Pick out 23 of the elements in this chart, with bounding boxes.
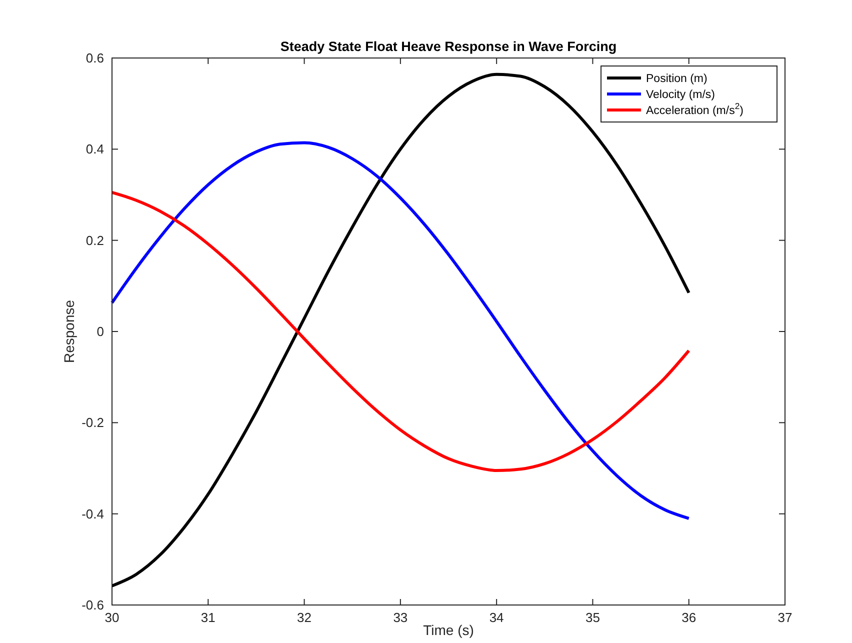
legend-label: Position (m) [646, 73, 708, 85]
y-tick-label: 0.4 [86, 142, 104, 157]
y-tick-label: -0.2 [82, 415, 104, 430]
x-tick-label: 30 [104, 610, 120, 625]
x-tick-label: 34 [489, 610, 504, 625]
y-tick-label: 0.2 [86, 232, 104, 248]
x-tick-label: 33 [393, 610, 408, 625]
x-tick-label: 36 [682, 610, 696, 625]
x-tick-label: 32 [297, 610, 312, 625]
y-tick-label: 0.6 [86, 50, 104, 66]
y-tick-label: -0.4 [82, 506, 104, 522]
y-axis-title: Response [61, 300, 77, 364]
y-tick-label: -0.6 [82, 598, 104, 612]
legend-label: Velocity (m/s) [646, 89, 716, 101]
x-tick-label: 35 [585, 610, 600, 625]
x-axis-title: Time (s) [423, 622, 474, 638]
legend-label: Acceleration (m/s$^{2}$) [646, 101, 744, 117]
line-series [110, 141, 690, 520]
x-tick-label: 31 [200, 610, 216, 625]
line-series [110, 190, 690, 472]
chart-title: Steady State Float Heave Response in Wave Forcing [280, 39, 617, 54]
y-tick-label: 0 [96, 324, 104, 339]
x-tick-label: 37 [778, 610, 792, 625]
